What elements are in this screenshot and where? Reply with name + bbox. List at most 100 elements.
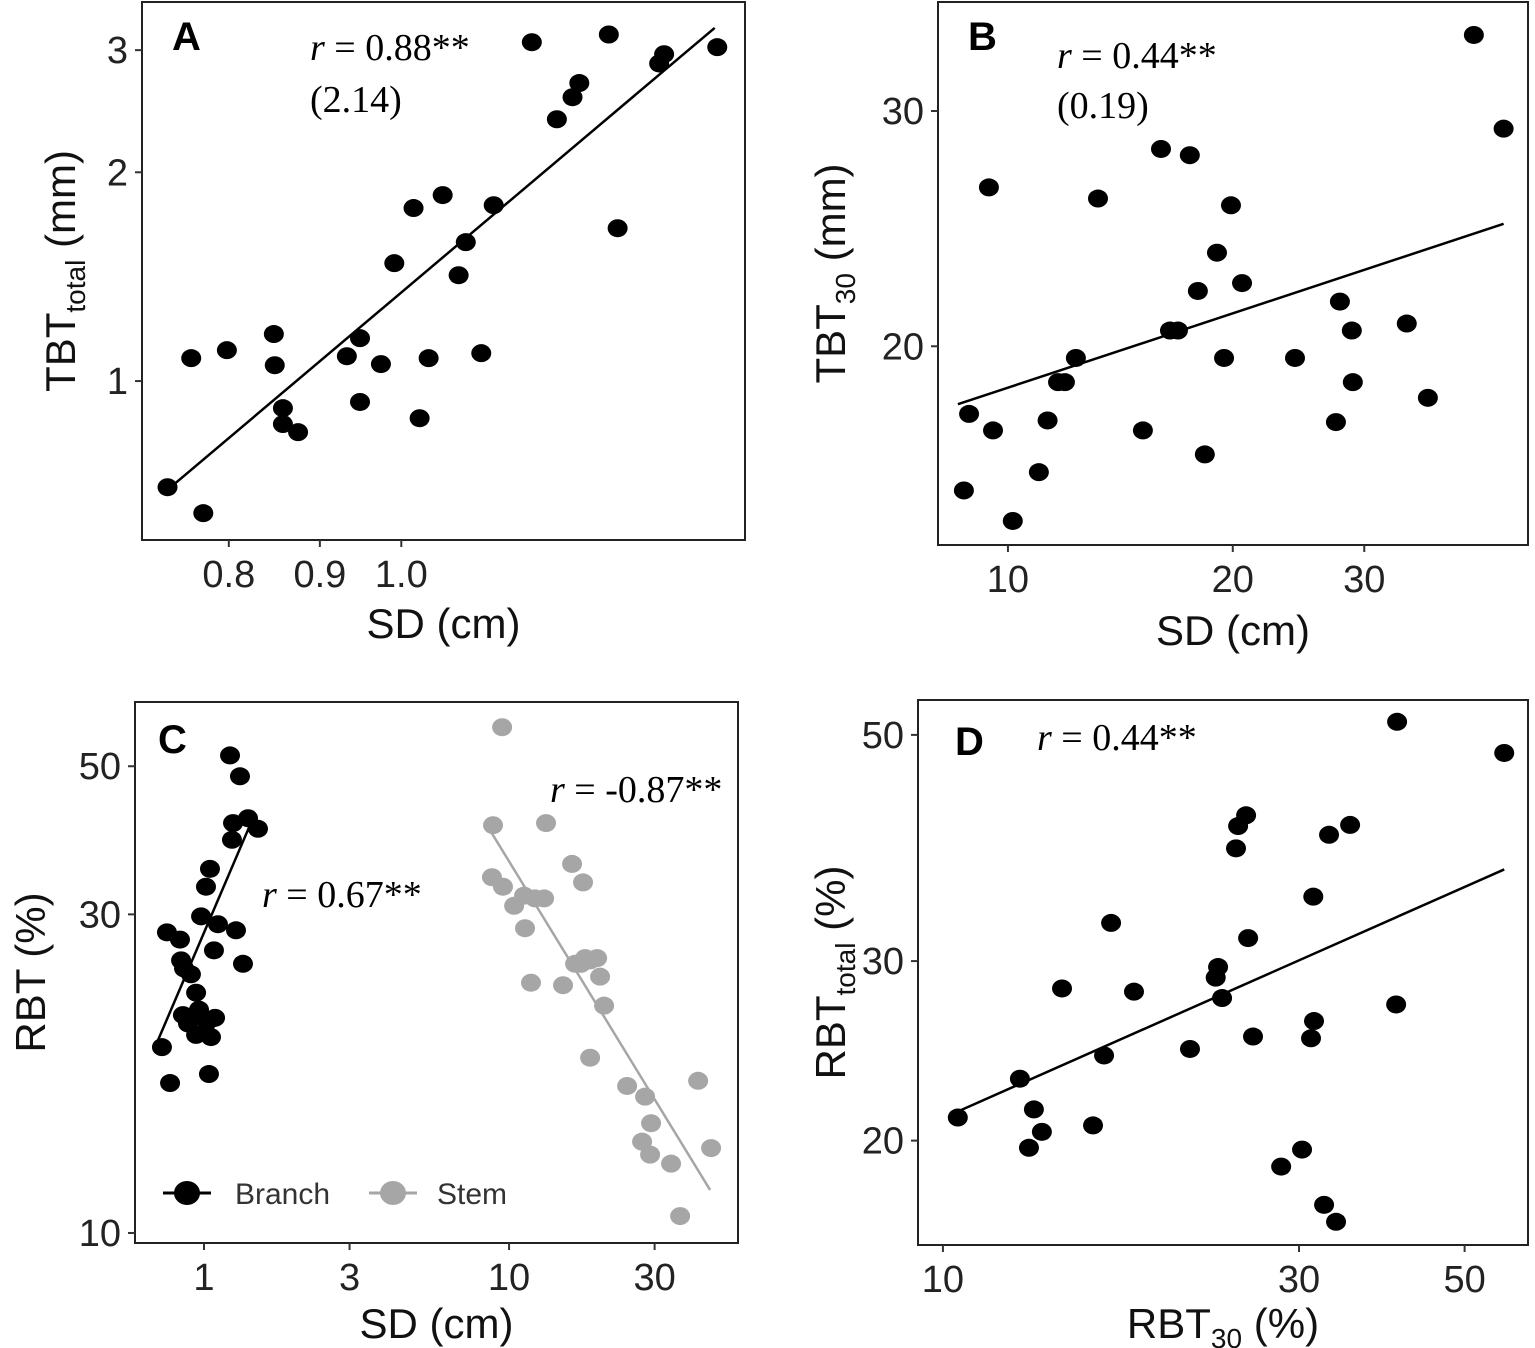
y-axis-label: TBT30 (mm) (807, 163, 861, 383)
data-point (1220, 196, 1241, 215)
data-point (594, 996, 615, 1015)
data-point (1341, 321, 1362, 340)
y-tick-label: 50 (862, 715, 904, 757)
panel-letter: A (172, 15, 201, 59)
y-axis-label: RBT (%) (7, 892, 54, 1052)
x-axis-label: SD (cm) (1156, 607, 1310, 654)
data-point (1212, 989, 1233, 1008)
data-point (247, 819, 268, 838)
data-point (1493, 119, 1514, 138)
y-axis-label-unit: (mm) (807, 163, 854, 273)
data-point (1194, 445, 1215, 464)
data-point (1340, 815, 1361, 834)
x-axis-label-sub: 30 (1211, 1323, 1242, 1348)
data-point (640, 1145, 661, 1164)
data-point (370, 355, 391, 374)
x-tick-label: 3 (339, 1257, 360, 1299)
data-point (1023, 1100, 1044, 1119)
data-point (661, 1154, 682, 1173)
data-point (1325, 413, 1346, 432)
legend-label: Stem (437, 1178, 507, 1211)
y-tick-label: 2 (107, 152, 128, 194)
data-point (229, 767, 250, 786)
data-point (1387, 712, 1408, 731)
y-tick-label: 1 (107, 361, 128, 403)
fit-line (156, 817, 255, 1041)
data-point (492, 718, 513, 737)
data-point (590, 967, 611, 986)
data-point (701, 1139, 722, 1158)
x-tick-label: 1.0 (375, 554, 428, 596)
fit-line (166, 26, 716, 491)
panel-letter: D (955, 720, 984, 764)
x-tick-label: 0.9 (293, 554, 346, 596)
data-point (200, 1028, 221, 1047)
data-point (195, 877, 216, 896)
x-tick-label: 10 (987, 559, 1029, 601)
data-point (1494, 743, 1515, 762)
series-all (947, 712, 1515, 1231)
x-axis-label-main: RBT (1127, 1300, 1211, 1347)
data-point (193, 504, 214, 523)
data-point (534, 889, 555, 908)
data-point (483, 196, 504, 215)
data-point (1319, 825, 1340, 844)
x-tick-label: 30 (1343, 559, 1385, 601)
slope-annotation: (0.19) (1057, 85, 1149, 127)
r-symbol: r (1057, 35, 1072, 77)
data-point (483, 816, 504, 835)
data-point (232, 954, 253, 973)
y-axis-label-sub: total (60, 260, 91, 313)
data-point (1009, 1069, 1030, 1088)
data-point (947, 1108, 968, 1127)
data-point (1179, 146, 1200, 165)
data-point (180, 965, 201, 984)
y-axis-label-unit: (%) (7, 892, 54, 969)
x-tick-label: 30 (1278, 1259, 1320, 1301)
panel-letter: B (968, 15, 997, 59)
data-point (216, 341, 237, 360)
data-point (569, 74, 590, 93)
y-axis-label-sub: 30 (830, 273, 861, 304)
r-value: = 0.88** (325, 27, 470, 69)
data-point (336, 347, 357, 366)
data-point (1087, 189, 1108, 208)
data-point (455, 233, 476, 252)
r-value: = 0.44** (1072, 35, 1217, 77)
data-point (1238, 929, 1259, 948)
data-point (350, 392, 371, 411)
y-tick-label: 20 (862, 1121, 904, 1163)
y-tick-label: 20 (882, 326, 924, 368)
data-point (1284, 348, 1305, 367)
fit-line (954, 868, 1505, 1114)
data-point (515, 919, 536, 938)
y-axis-label-unit: (mm) (37, 150, 84, 260)
x-tick-label: 10 (922, 1259, 964, 1301)
data-point (1342, 373, 1363, 392)
data-point (384, 254, 405, 273)
data-point (205, 1008, 226, 1027)
data-point (641, 1114, 662, 1133)
series-all (157, 25, 728, 523)
x-tick-label: 20 (1212, 559, 1254, 601)
x-tick-label: 30 (633, 1257, 675, 1299)
data-point (225, 921, 246, 940)
r-symbol: r (310, 27, 325, 69)
data-point (1132, 421, 1153, 440)
data-point (562, 88, 583, 107)
data-point (573, 873, 594, 892)
x-axis-label: SD (cm) (360, 1300, 514, 1347)
data-point (983, 421, 1004, 440)
data-point (1214, 348, 1235, 367)
data-point (553, 976, 574, 995)
data-point (1386, 995, 1407, 1014)
y-axis-label-main: RBT (7, 969, 54, 1052)
data-point (263, 325, 284, 344)
series-branch (151, 746, 268, 1093)
legend: Branch Stem (163, 1178, 507, 1211)
x-axis-label: SD (cm) (367, 600, 521, 647)
data-point (635, 1087, 656, 1106)
plot-frame (134, 701, 739, 1244)
